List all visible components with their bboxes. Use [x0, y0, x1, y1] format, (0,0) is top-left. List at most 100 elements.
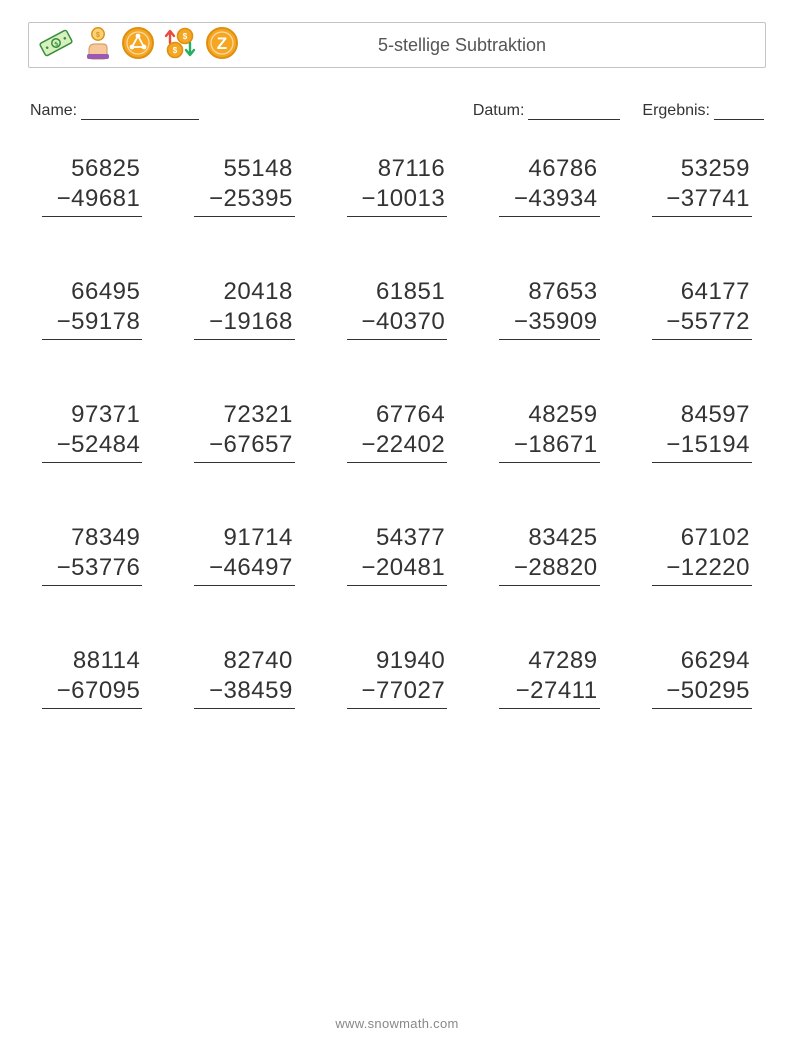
subtraction-problem: 66495−59178 [42, 277, 142, 340]
worksheet-page: $ $ [0, 0, 794, 1053]
name-label: Name: [30, 102, 77, 120]
subtraction-problem: 64177−55772 [652, 277, 752, 340]
minuend: 48259 [499, 400, 599, 430]
subtrahend: −20481 [347, 553, 447, 586]
subtraction-problem: 55148−25395 [194, 154, 294, 217]
minuend: 87116 [347, 154, 447, 184]
subtrahend: −43934 [499, 184, 599, 217]
header-bar: $ $ [28, 22, 766, 68]
dollar-bill-icon: $ [37, 27, 75, 64]
subtraction-problem: 46786−43934 [499, 154, 599, 217]
subtrahend: −55772 [652, 307, 752, 340]
minuend: 67102 [652, 523, 752, 553]
subtraction-problem: 53259−37741 [652, 154, 752, 217]
meta-row: Name: Datum: Ergebnis: [28, 102, 766, 120]
minuend: 91940 [347, 646, 447, 676]
subtrahend: −53776 [42, 553, 142, 586]
subtrahend: −22402 [347, 430, 447, 463]
minuend: 47289 [499, 646, 599, 676]
minuend: 88114 [42, 646, 142, 676]
subtraction-problem: 67102−12220 [652, 523, 752, 586]
minuend: 67764 [347, 400, 447, 430]
minuend: 87653 [499, 277, 599, 307]
subtrahend: −27411 [499, 676, 599, 709]
subtrahend: −77027 [347, 676, 447, 709]
subtraction-problem: 61851−40370 [347, 277, 447, 340]
subtrahend: −67095 [42, 676, 142, 709]
subtrahend: −18671 [499, 430, 599, 463]
subtraction-problem: 47289−27411 [499, 646, 599, 709]
minuend: 97371 [42, 400, 142, 430]
result-blank[interactable] [714, 105, 764, 120]
subtraction-problem: 54377−20481 [347, 523, 447, 586]
date-field: Datum: [473, 102, 621, 120]
subtrahend: −50295 [652, 676, 752, 709]
date-label: Datum: [473, 102, 525, 120]
svg-text:Z: Z [217, 34, 227, 53]
subtraction-problem: 56825−49681 [42, 154, 142, 217]
svg-text:$: $ [183, 32, 188, 41]
subtrahend: −19168 [194, 307, 294, 340]
worksheet-title: 5-stellige Subtraktion [239, 35, 755, 56]
subtrahend: −59178 [42, 307, 142, 340]
subtrahend: −25395 [194, 184, 294, 217]
header-icons: $ $ [37, 26, 239, 65]
minuend: 46786 [499, 154, 599, 184]
subtrahend: −46497 [194, 553, 294, 586]
subtraction-problem: 88114−67095 [42, 646, 142, 709]
hand-coin-icon: $ [83, 26, 113, 65]
subtrahend: −37741 [652, 184, 752, 217]
z-coin-icon: Z [205, 26, 239, 65]
subtrahend: −38459 [194, 676, 294, 709]
subtrahend: −40370 [347, 307, 447, 340]
subtrahend: −28820 [499, 553, 599, 586]
minuend: 66495 [42, 277, 142, 307]
subtraction-problem: 20418−19168 [194, 277, 294, 340]
subtrahend: −49681 [42, 184, 142, 217]
result-field: Ergebnis: [642, 102, 764, 120]
subtrahend: −67657 [194, 430, 294, 463]
subtraction-problem: 67764−22402 [347, 400, 447, 463]
result-label: Ergebnis: [642, 102, 710, 120]
subtraction-problem: 78349−53776 [42, 523, 142, 586]
subtrahend: −10013 [347, 184, 447, 217]
minuend: 20418 [194, 277, 294, 307]
subtraction-problem: 87116−10013 [347, 154, 447, 217]
minuend: 91714 [194, 523, 294, 553]
ripple-coin-icon [121, 26, 155, 65]
problem-grid: 56825−4968155148−2539587116−1001346786−4… [28, 154, 766, 709]
minuend: 78349 [42, 523, 142, 553]
svg-text:$: $ [96, 32, 100, 39]
footer-text: www.snowmath.com [0, 1016, 794, 1031]
subtraction-problem: 66294−50295 [652, 646, 752, 709]
name-field: Name: [30, 102, 199, 120]
minuend: 83425 [499, 523, 599, 553]
subtraction-problem: 83425−28820 [499, 523, 599, 586]
subtrahend: −15194 [652, 430, 752, 463]
minuend: 72321 [194, 400, 294, 430]
subtraction-problem: 91940−77027 [347, 646, 447, 709]
subtraction-problem: 72321−67657 [194, 400, 294, 463]
date-blank[interactable] [528, 105, 620, 120]
name-blank[interactable] [81, 105, 199, 120]
minuend: 55148 [194, 154, 294, 184]
subtraction-problem: 84597−15194 [652, 400, 752, 463]
subtraction-problem: 82740−38459 [194, 646, 294, 709]
subtrahend: −52484 [42, 430, 142, 463]
minuend: 64177 [652, 277, 752, 307]
minuend: 82740 [194, 646, 294, 676]
subtrahend: −35909 [499, 307, 599, 340]
minuend: 84597 [652, 400, 752, 430]
subtraction-problem: 97371−52484 [42, 400, 142, 463]
minuend: 56825 [42, 154, 142, 184]
minuend: 66294 [652, 646, 752, 676]
minuend: 61851 [347, 277, 447, 307]
subtraction-problem: 48259−18671 [499, 400, 599, 463]
subtraction-problem: 91714−46497 [194, 523, 294, 586]
svg-text:$: $ [173, 46, 178, 55]
minuend: 54377 [347, 523, 447, 553]
subtrahend: −12220 [652, 553, 752, 586]
coin-arrows-icon: $ $ [163, 26, 197, 65]
subtraction-problem: 87653−35909 [499, 277, 599, 340]
minuend: 53259 [652, 154, 752, 184]
